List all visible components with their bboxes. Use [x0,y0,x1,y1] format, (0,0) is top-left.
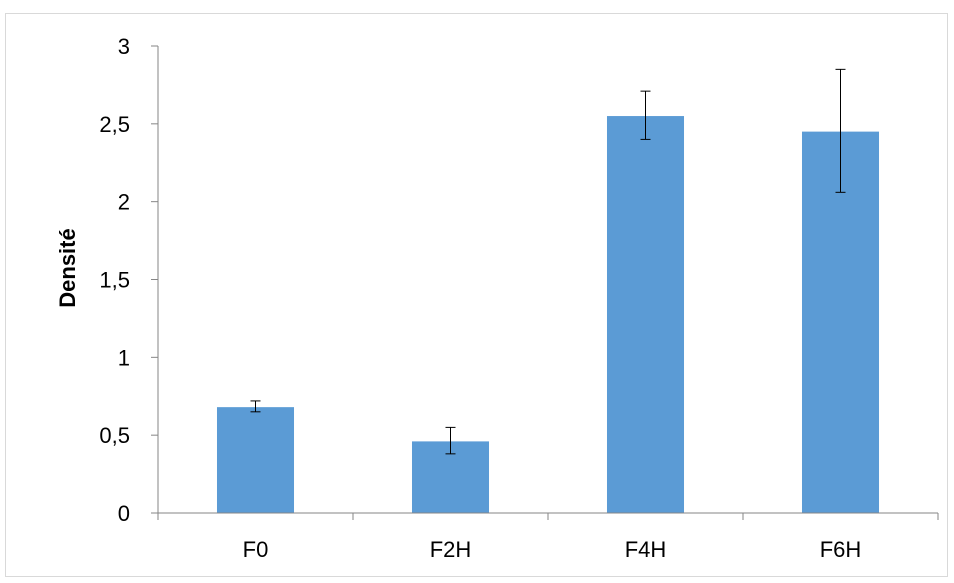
x-tick-label: F2H [430,537,472,562]
y-tick-label: 0,5 [99,423,130,448]
x-tick-label: F6H [820,537,862,562]
y-tick-label: 2,5 [99,112,130,137]
x-tick-label: F0 [243,537,269,562]
bar [216,407,295,513]
y-tick-label: 2 [118,190,130,215]
bar [801,131,880,513]
bar [606,116,685,514]
y-axis-title: Densité [55,228,80,307]
x-tick-label: F4H [625,537,667,562]
plot-area: 0 0,5 1 1,5 2 2,5 3 F0 F2H F4H F6H [99,34,939,562]
y-tick-label: 0 [118,501,130,526]
y-tick-label: 1 [118,345,130,370]
y-tick-label: 1,5 [99,268,130,293]
y-tick-label: 3 [118,34,130,59]
